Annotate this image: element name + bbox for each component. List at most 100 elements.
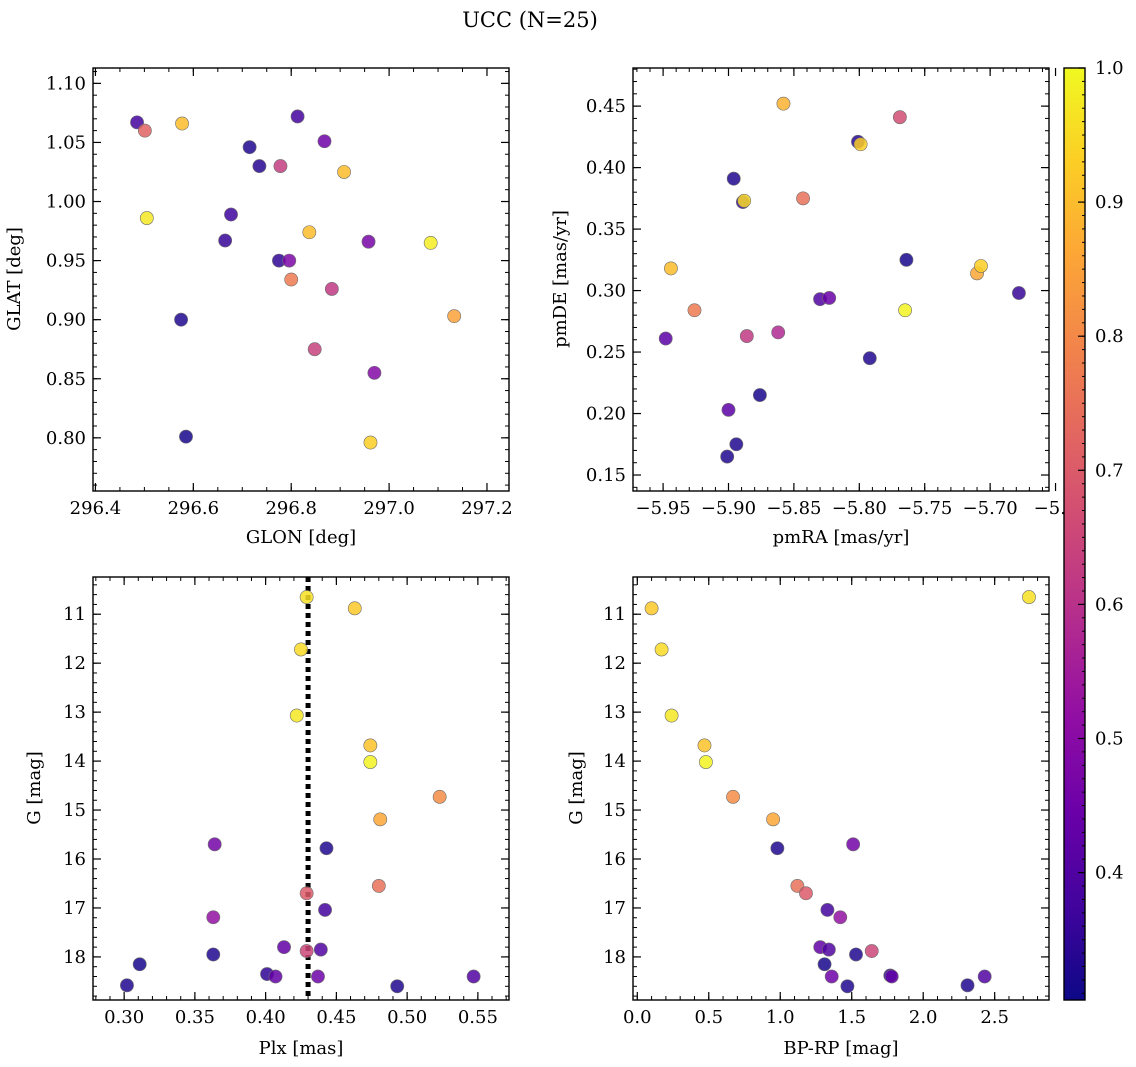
scatter-point: [139, 211, 154, 225]
colorbar-tick-label: 0.5: [1095, 729, 1124, 750]
x-tick-label: 0.50: [387, 1007, 427, 1028]
scatter-point: [207, 837, 222, 852]
scatter-point: [466, 969, 481, 984]
scatter-point: [284, 272, 299, 287]
colorbar-frame: [1063, 67, 1086, 1001]
scatter-point: [277, 940, 291, 955]
y-tick-label: 0.30: [586, 281, 626, 302]
scatter-point: [697, 738, 712, 753]
y-tick-label: 15: [63, 800, 86, 821]
y-tick-label: 1.00: [46, 192, 86, 213]
axes-frame: [632, 67, 1050, 492]
scatter-point: [664, 261, 678, 276]
y-tick-label: 17: [603, 898, 626, 919]
scatter-point: [206, 910, 221, 925]
panel-glon-glat: 296.4 296.6 296.8 297.0 297.2 0.80 0.85 0.90 0.9…: [4, 67, 513, 548]
scatter-point: [899, 252, 914, 267]
scatter-point: [319, 841, 334, 856]
scatter-point: [282, 253, 297, 268]
y-tick-label: 13: [603, 702, 626, 723]
y-tick-label: 12: [603, 653, 626, 674]
y-axis-label: G [mag]: [566, 751, 587, 824]
scatter-point: [337, 165, 351, 179]
x-axis-label: GLON [deg]: [246, 527, 356, 548]
scatter-point: [132, 957, 147, 972]
x-axis-label: pmRA [mas/yr]: [773, 527, 910, 548]
x-axis-label: Plx [mas]: [259, 1038, 344, 1059]
y-axis-label: pmDE [mas/yr]: [550, 210, 571, 348]
scatter-point: [796, 191, 810, 206]
colorbar-tick-label: 0.7: [1095, 460, 1124, 481]
y-tick-label: 13: [63, 702, 86, 723]
scatter-point: [833, 910, 848, 925]
points: [658, 96, 1026, 464]
scatter-point: [363, 435, 378, 450]
scatter-point: [390, 979, 405, 994]
y-tick-label: 18: [603, 947, 626, 968]
panel-cmd: 0.0 0.5 1.0 1.5 2.0 2.5 11 12 13 14 15 16 17 18 BP-RP …: [566, 576, 1050, 1059]
x-tick-label: −5.90: [701, 498, 756, 519]
scatter-point: [175, 116, 189, 131]
x-tick-label: 0.35: [175, 1007, 215, 1028]
scatter-point: [179, 429, 193, 444]
y-tick-label: 17: [63, 898, 86, 919]
scatter-point: [853, 137, 868, 152]
scatter-point: [739, 329, 754, 343]
scatter-point: [892, 110, 907, 125]
points: [644, 590, 1036, 994]
y-tick-label: 1.10: [46, 73, 86, 94]
colorbar-tick-label: 0.4: [1095, 863, 1124, 884]
scatter-point: [766, 812, 780, 827]
scatter-point: [726, 789, 740, 804]
scatter-point: [849, 947, 863, 962]
y-tick-label: 18: [63, 947, 86, 968]
scatter-point: [224, 207, 238, 222]
x-axis-label: BP-RP [mag]: [783, 1038, 898, 1059]
scatter-point: [307, 342, 322, 357]
x-tick-label: 0.45: [316, 1007, 356, 1028]
colorbar-tick-label: 0.8: [1095, 326, 1124, 347]
scatter-point: [218, 233, 233, 248]
scatter-point: [977, 969, 992, 984]
x-tick-label: 2.5: [980, 1007, 1009, 1028]
y-tick-label: 0.40: [586, 158, 626, 179]
scatter-point: [1012, 286, 1026, 300]
x-tick-label: −5.95: [636, 498, 691, 519]
scatter-point: [864, 944, 879, 958]
scatter-point: [299, 944, 314, 958]
scatter-point: [699, 755, 713, 769]
x-tick-label: 0.30: [104, 1007, 144, 1028]
panels: 296.4 296.6 296.8 297.0 297.2 0.80 0.85 0.90 0.9…: [4, 67, 1077, 1059]
x-tick-label: −5.70: [963, 498, 1018, 519]
scatter-point: [242, 140, 257, 155]
x-tick-label: 296.6: [168, 498, 220, 519]
scatter-point: [367, 365, 382, 380]
scatter-point: [1022, 590, 1036, 604]
scatter-point: [687, 303, 702, 318]
y-axis-label: GLAT [deg]: [4, 227, 25, 331]
scatter-point: [799, 886, 813, 901]
y-tick-label: 0.85: [46, 369, 86, 390]
scatter-point: [373, 812, 388, 827]
scatter-point: [846, 837, 861, 852]
y-tick-label: 11: [63, 604, 86, 625]
y-tick-label: 15: [603, 800, 626, 821]
x-tick-label: 297.0: [363, 498, 415, 519]
colorbar-tick-label: 1.0: [1095, 58, 1124, 79]
x-tick-label: −5.85: [766, 498, 821, 519]
scatter-point: [729, 437, 744, 452]
x-tick-label: 0.5: [694, 1007, 723, 1028]
scatter-point: [654, 642, 669, 657]
scatter-point: [822, 291, 837, 305]
x-tick-label: 1.0: [766, 1007, 795, 1028]
y-tick-label: 0.90: [46, 310, 86, 331]
y-tick-label: 0.25: [586, 342, 626, 363]
scatter-point: [884, 969, 899, 984]
scatter-point: [770, 841, 785, 856]
y-tick-label: 0.45: [586, 96, 626, 117]
y-tick-label: 0.15: [586, 465, 626, 486]
scatter-point: [289, 708, 304, 723]
scatter-point: [273, 159, 288, 173]
panel-pm: −5.95 −5.90 −5.85 −5.80 −5.75 −5.70 −5.60.150.…: [550, 67, 1077, 548]
scatter-point: [371, 879, 386, 893]
